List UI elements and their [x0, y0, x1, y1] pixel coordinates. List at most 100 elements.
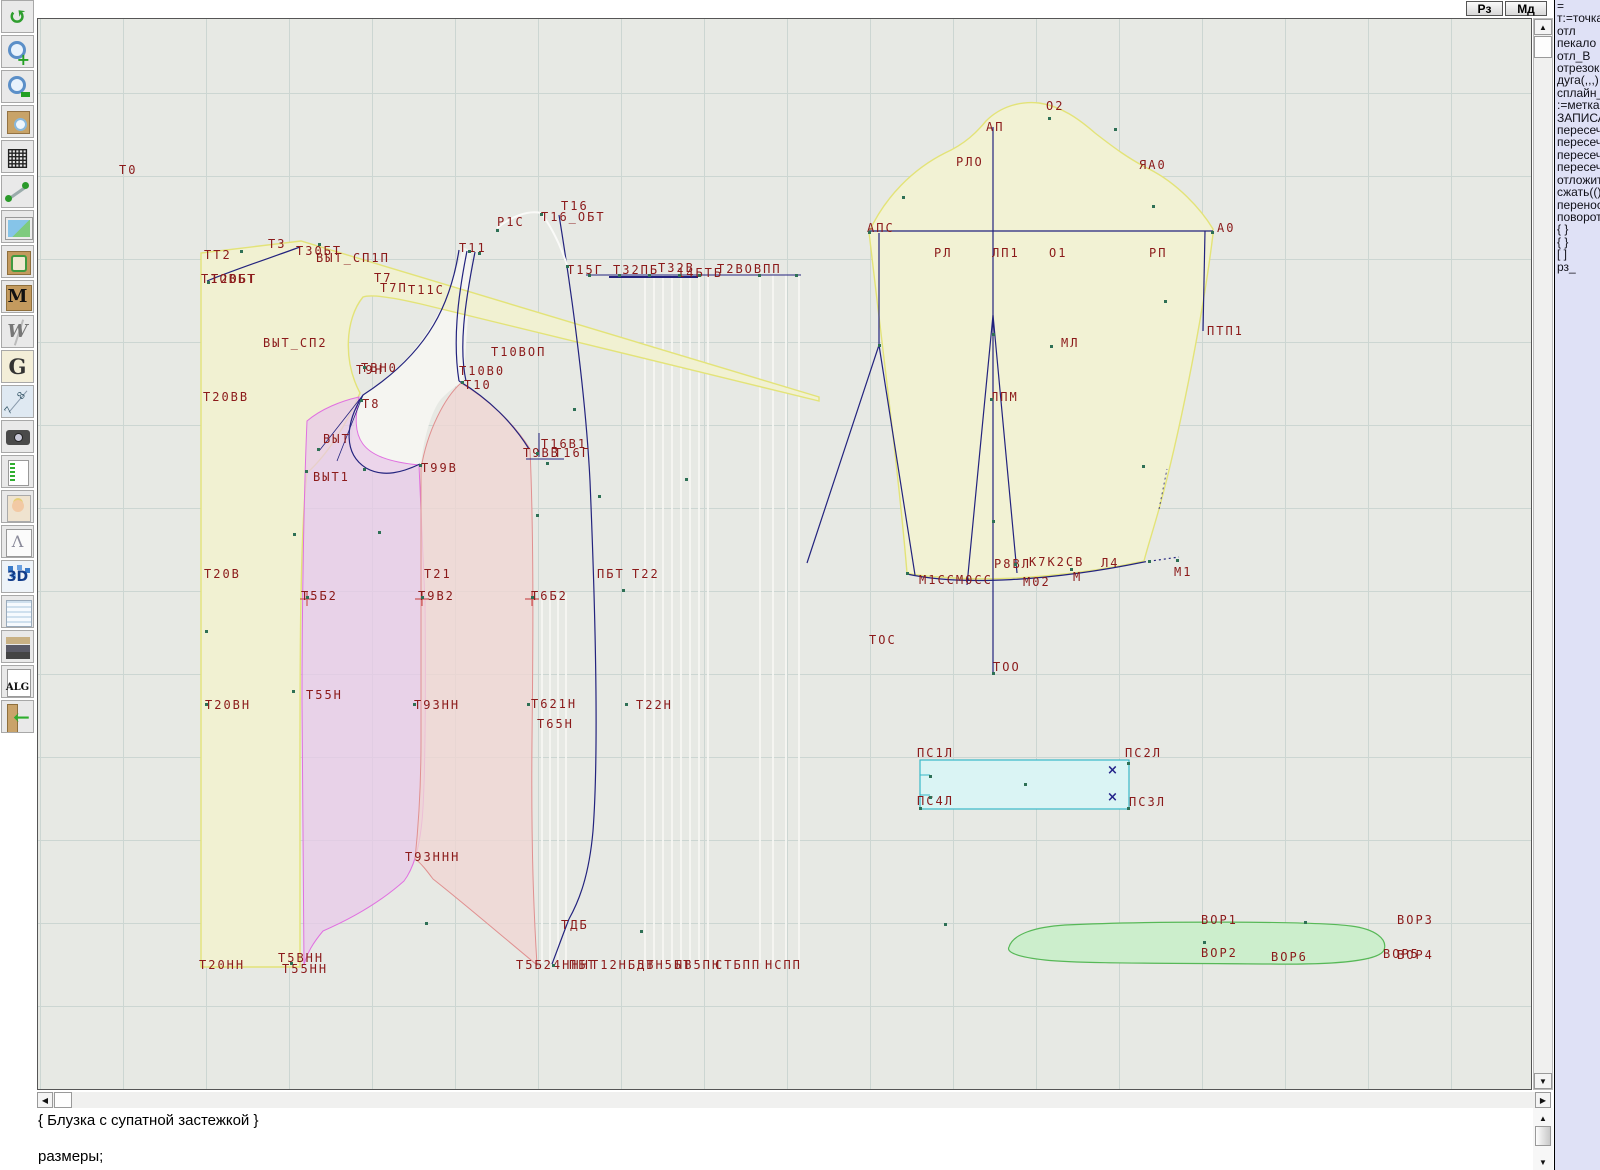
- g-tool-icon[interactable]: G: [1, 350, 34, 383]
- rz-button[interactable]: Рз: [1466, 1, 1503, 16]
- point-label: ЯА0: [1139, 158, 1167, 172]
- command-list-item[interactable]: т:=точка: [1557, 11, 1600, 26]
- command-list-item[interactable]: сжать((): [1557, 185, 1600, 200]
- command-list-item[interactable]: рз_: [1557, 259, 1576, 274]
- library-icon[interactable]: [1, 630, 34, 663]
- point-label: АП: [986, 120, 1005, 134]
- command-list-item[interactable]: ЗАПИСА: [1557, 110, 1600, 125]
- command-list-item[interactable]: { }: [1557, 234, 1569, 249]
- view-3d-icon[interactable]: 3D: [1, 560, 34, 593]
- construction-point: [478, 252, 481, 255]
- view-3d-icon-glyph: 3D: [6, 568, 29, 585]
- construction-point: [640, 930, 643, 933]
- console-scrollbar[interactable]: ▲ ▼: [1533, 1108, 1553, 1170]
- command-list-item[interactable]: пекало: [1557, 36, 1597, 51]
- canvas-horizontal-scrollbar[interactable]: ◀ ▶: [37, 1092, 1551, 1108]
- canvas-vertical-scrollbar[interactable]: ▲ ▼: [1533, 18, 1553, 1090]
- command-list-item[interactable]: отл: [1557, 23, 1576, 38]
- point-label: Т10В0: [459, 364, 506, 378]
- image-icon[interactable]: [1, 210, 34, 243]
- point-label: М1ССМ0СС: [919, 573, 993, 587]
- grid-icon[interactable]: ▦: [1, 140, 34, 173]
- command-list-item[interactable]: пересеч: [1557, 160, 1600, 175]
- console-scroll-up-arrow[interactable]: ▲: [1534, 1112, 1552, 1124]
- command-list-item[interactable]: сплайн_: [1557, 85, 1600, 100]
- table-icon[interactable]: [1, 455, 34, 488]
- scroll-right-arrow[interactable]: ▶: [1535, 1092, 1551, 1108]
- pattern-m-icon[interactable]: M: [1, 280, 34, 313]
- preview-icon[interactable]: [1, 105, 34, 138]
- command-list-item[interactable]: пересеч: [1557, 123, 1600, 138]
- alg-icon[interactable]: ALG: [1, 665, 34, 698]
- garment-sketch-icon[interactable]: Λ: [1, 525, 34, 558]
- program-text-editor[interactable]: { Блузка с супатной застежкой } размеры;: [0, 1108, 1532, 1170]
- zoom-in-icon[interactable]: [1, 35, 34, 68]
- construction-point: [698, 274, 701, 277]
- construction-point: [758, 274, 761, 277]
- command-list-item[interactable]: перенос: [1557, 197, 1600, 212]
- command-list-item[interactable]: :=метка(: [1557, 98, 1600, 113]
- construction-point: [421, 596, 424, 599]
- horizontal-scroll-thumb[interactable]: [54, 1092, 72, 1108]
- command-list-item[interactable]: поворот: [1557, 209, 1600, 224]
- alg-icon-glyph: ALG: [5, 681, 30, 693]
- scroll-down-arrow[interactable]: ▼: [1534, 1073, 1552, 1089]
- point-label: Т20В: [204, 567, 241, 581]
- point-label: ТВН0: [361, 361, 398, 375]
- command-list-item[interactable]: дуга(,,,): [1557, 73, 1599, 88]
- sleeve-piece[interactable]: [868, 101, 1214, 580]
- notes-icon[interactable]: [1, 595, 34, 628]
- construction-point: [205, 703, 208, 706]
- point-label: ПС1Л: [917, 746, 954, 760]
- construction-point: [552, 964, 555, 967]
- point-label: СТБПП: [715, 958, 762, 972]
- drafting-icon[interactable]: W: [1, 315, 34, 348]
- point-label: Т22Н: [636, 698, 673, 712]
- command-list-item[interactable]: отл_В: [1557, 48, 1591, 63]
- back-piece[interactable]: [200, 240, 820, 968]
- undo-icon[interactable]: ↺: [1, 0, 34, 33]
- console-scroll-thumb[interactable]: [1535, 1126, 1551, 1146]
- title-bar: Рз Мд: [36, 0, 1553, 17]
- point-label: Т11С: [408, 283, 445, 297]
- point-label: ВОР1: [1201, 913, 1238, 927]
- zoom-out-icon[interactable]: [1, 70, 34, 103]
- command-list-item[interactable]: { }: [1557, 222, 1569, 237]
- point-label: ТТ2: [204, 248, 232, 262]
- command-list-item[interactable]: пересеч: [1557, 135, 1600, 150]
- point-label: Т12НБ5Т: [591, 958, 656, 972]
- drawing-canvas[interactable]: Т0 ТТ2 Т3 Т30БТ ВЫТ_СП1П Т1ОВБТ Т2ОБТ Т7 Т7П Т11С…: [37, 18, 1532, 1090]
- blueprint-icon[interactable]: 7 8: [1, 385, 34, 418]
- scroll-up-arrow[interactable]: ▲: [1534, 19, 1552, 35]
- point-label: Т9Н: [356, 363, 384, 377]
- camera-icon[interactable]: [1, 420, 34, 453]
- construction-curves: [206, 127, 1213, 965]
- pattern-piece-icon[interactable]: [1, 245, 34, 278]
- construction-point: [919, 807, 922, 810]
- point-label: Т16В1: [541, 437, 588, 451]
- construction-point: [1114, 128, 1117, 131]
- console-scroll-down-arrow[interactable]: ▼: [1534, 1156, 1552, 1168]
- construction-point: [1024, 783, 1027, 786]
- point-label: М02: [1023, 575, 1051, 589]
- command-list-item[interactable]: отрезок(: [1557, 61, 1600, 76]
- construction-point: [1014, 563, 1017, 566]
- command-list-item[interactable]: отложит: [1557, 172, 1600, 187]
- point-label: ПБТ: [597, 567, 625, 581]
- collar-piece[interactable]: [1007, 921, 1386, 965]
- command-list-item[interactable]: [ ]: [1557, 247, 1568, 262]
- vertical-scroll-thumb[interactable]: [1534, 36, 1552, 58]
- point-label: Т3: [268, 237, 287, 251]
- command-list-item[interactable]: пересеч: [1557, 147, 1600, 162]
- construction-point: [240, 250, 243, 253]
- point-label: РЛО: [956, 155, 984, 169]
- command-list-item[interactable]: =: [1557, 0, 1565, 13]
- scroll-left-arrow[interactable]: ◀: [37, 1092, 53, 1108]
- md-button[interactable]: Мд: [1505, 1, 1547, 16]
- drafting-icon-glyph: W: [7, 320, 28, 342]
- exit-icon[interactable]: ←: [1, 700, 34, 733]
- model-photo-icon[interactable]: [1, 490, 34, 523]
- construction-point: [531, 596, 534, 599]
- measure-icon[interactable]: [1, 175, 34, 208]
- grid-icon-glyph: ▦: [5, 142, 30, 171]
